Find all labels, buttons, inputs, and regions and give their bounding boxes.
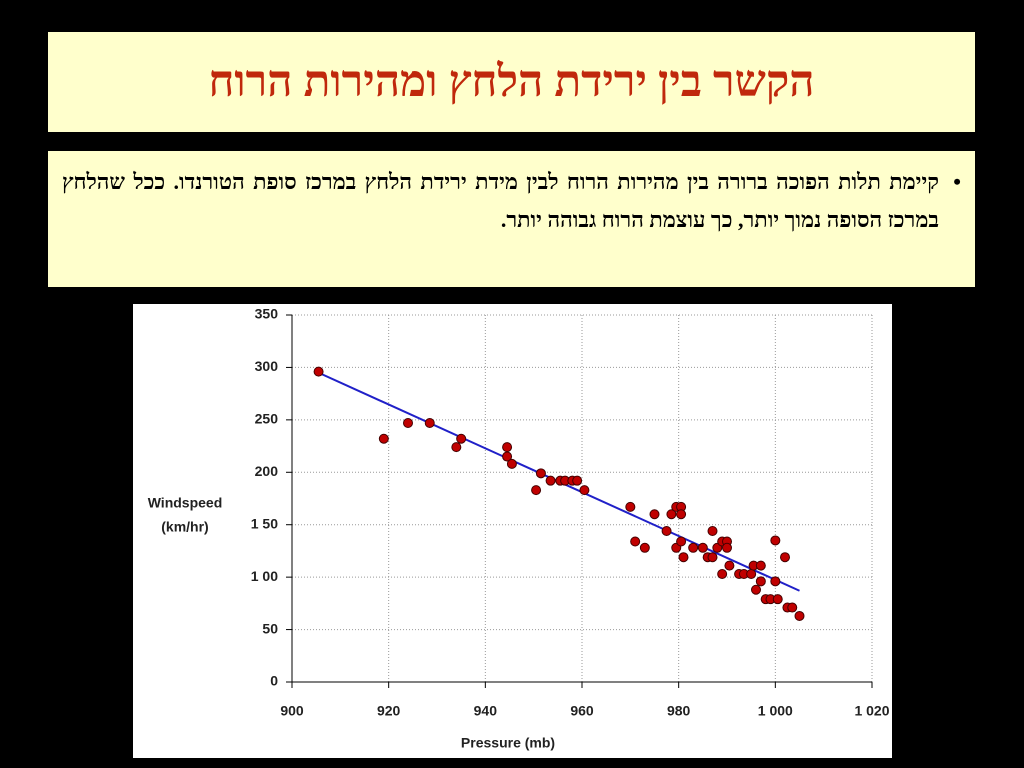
data-point xyxy=(535,468,546,479)
y-tick-label: 300 xyxy=(255,358,279,374)
y-tick-label: 200 xyxy=(255,463,279,479)
data-point xyxy=(746,568,757,579)
data-point xyxy=(451,442,462,453)
y-tick-label: 350 xyxy=(255,306,279,322)
data-point xyxy=(770,576,781,587)
data-point xyxy=(403,418,413,429)
data-point xyxy=(787,602,798,613)
data-point xyxy=(649,509,660,520)
bullet-text: קיימת תלות הפוכה ברורה בין מהירות הרוח ל… xyxy=(62,163,961,239)
y-tick-label: 50 xyxy=(262,620,278,636)
y-axis-label: (km/hr) xyxy=(161,519,208,535)
x-tick-label: 900 xyxy=(280,703,304,719)
data-point xyxy=(572,475,583,486)
data-point xyxy=(770,535,781,546)
data-point xyxy=(545,475,556,486)
x-tick-label: 940 xyxy=(474,703,498,719)
y-tick-label: 1 50 xyxy=(251,515,278,531)
y-tick-label: 250 xyxy=(255,411,279,427)
x-axis-label: Pressure (mb) xyxy=(461,735,555,751)
y-tick-label: 1 00 xyxy=(251,568,278,584)
data-point xyxy=(579,485,590,496)
data-point xyxy=(707,526,718,537)
data-point xyxy=(755,576,766,587)
x-tick-label: 920 xyxy=(377,703,401,719)
chart: Pressure (mb) Windspeed (km/hr) 0 50 1 00 1… xyxy=(133,304,892,758)
x-tick-label: 980 xyxy=(667,703,691,719)
data-point xyxy=(625,501,636,512)
data-point xyxy=(794,610,805,621)
data-point xyxy=(506,458,517,469)
data-point xyxy=(639,542,650,553)
data-point xyxy=(661,526,672,537)
data-point xyxy=(378,433,389,444)
data-point xyxy=(755,560,766,571)
data-point xyxy=(772,594,783,605)
data-point xyxy=(424,418,435,429)
x-tick-label: 1 000 xyxy=(758,703,793,719)
data-point xyxy=(630,536,641,547)
data-point xyxy=(678,552,689,563)
data-point xyxy=(666,509,677,520)
data-point xyxy=(502,451,513,462)
slide-title: הקשר בין ירידת הלחץ ומהירות הרוח xyxy=(48,32,975,132)
data-point xyxy=(697,542,708,553)
data-point xyxy=(456,433,467,444)
text-box: קיימת תלות הפוכה ברורה בין מהירות הרוח ל… xyxy=(48,151,975,287)
y-axis-label: Windspeed xyxy=(148,495,223,511)
data-point xyxy=(676,536,687,547)
data-point xyxy=(531,485,542,496)
x-tick-label: 960 xyxy=(570,703,594,719)
data-point xyxy=(313,366,324,377)
x-tick-label: 1 020 xyxy=(854,703,889,719)
data-point xyxy=(780,552,790,563)
data-point xyxy=(717,568,728,579)
data-point xyxy=(676,509,687,520)
data-point xyxy=(707,552,718,563)
data-point xyxy=(722,542,732,553)
data-point xyxy=(502,442,513,453)
y-tick-label: 0 xyxy=(270,673,278,689)
data-point xyxy=(751,584,761,595)
data-point xyxy=(724,560,735,571)
data-point xyxy=(688,542,699,553)
